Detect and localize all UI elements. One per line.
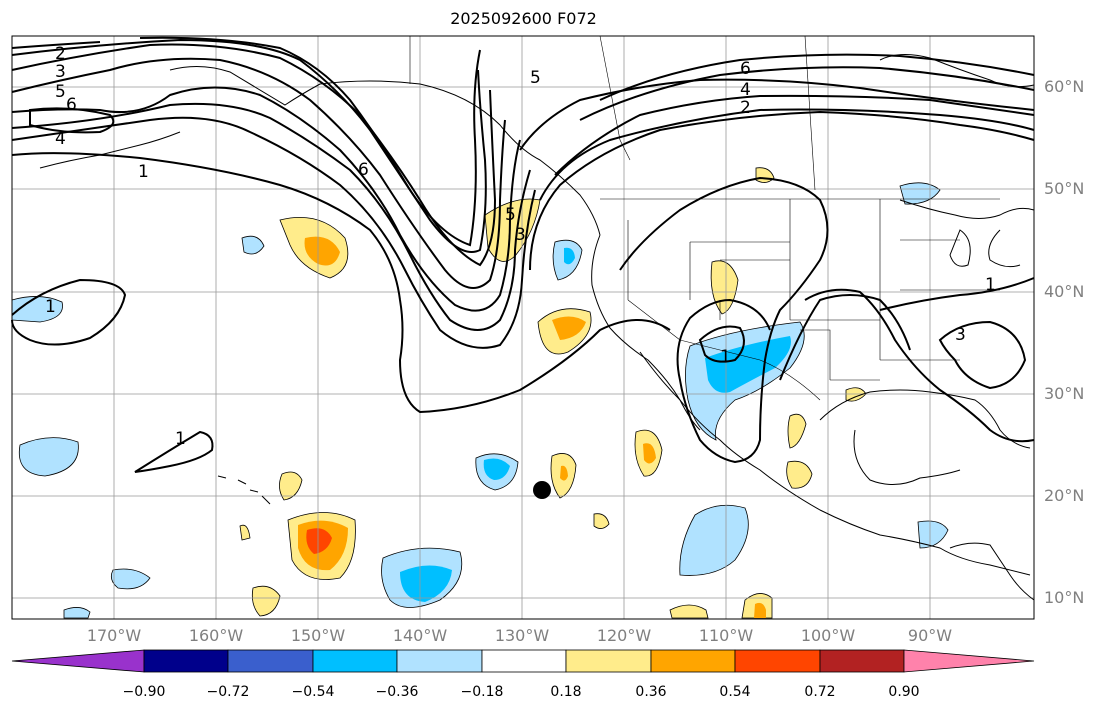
colorbar-segment (481, 649, 567, 673)
colorbar-tick: 0.18 (550, 684, 582, 700)
lon-label: 100°W (800, 626, 856, 645)
colorbar-segment (227, 649, 314, 673)
colorbar-tick: −0.54 (291, 684, 335, 700)
anomaly-pos (239, 524, 251, 541)
anomaly-neg (11, 296, 63, 323)
shaded-anomalies (11, 167, 949, 619)
contour-label: 3 (515, 225, 526, 245)
anomaly-neg (564, 247, 575, 265)
anomaly-neg (679, 504, 749, 576)
lon-label: 90°W (907, 626, 953, 645)
anomaly-pos (304, 236, 340, 266)
contour-label: 2 (740, 98, 751, 118)
lat-label: 20°N (1044, 486, 1085, 505)
anomaly-pos (593, 513, 610, 529)
contour-label: 6 (66, 95, 77, 115)
contour-label: 4 (55, 129, 66, 149)
anomaly-pos (754, 602, 766, 618)
contour-labels: 2 3 5 6 4 1 6 5 3 6 4 2 5 1 1 1 1 3 (45, 44, 996, 449)
anomaly-pos (251, 585, 281, 617)
colorbar-segment (312, 649, 398, 673)
lat-label: 30°N (1044, 384, 1085, 403)
lon-label: 130°W (494, 626, 550, 645)
contour-label: 2 (55, 44, 66, 64)
anomaly-pos (710, 260, 739, 315)
colorbar-segment (143, 649, 229, 673)
colorbar-tick: 0.54 (719, 684, 751, 700)
contour-label: 5 (55, 82, 66, 102)
contour-label: 3 (55, 62, 66, 82)
contour-label: 6 (740, 59, 751, 79)
contour-label: 1 (45, 297, 56, 317)
colorbar-tick: −0.90 (122, 684, 166, 700)
anomaly-pos (669, 604, 709, 619)
contour-label: 1 (985, 275, 996, 295)
colorbar-segment (734, 649, 821, 673)
contour-label: 5 (505, 205, 516, 225)
map-frame (11, 35, 1035, 620)
lat-label: 50°N (1044, 179, 1085, 198)
colorbar-tick: 0.36 (635, 684, 667, 700)
colorbar-tick: 0.72 (804, 684, 836, 700)
contour-label: 1 (175, 429, 186, 449)
lon-label: 140°W (392, 626, 448, 645)
lon-label: 160°W (188, 626, 244, 645)
contour-label: 3 (955, 325, 966, 345)
anomaly-neg (63, 607, 91, 619)
anomaly-pos (306, 528, 332, 554)
colorbar-tick: 0.90 (888, 684, 920, 700)
colorbar-segment (565, 649, 652, 673)
lat-lon-grid (12, 36, 1034, 619)
colorbar-segment (819, 649, 905, 673)
black-dot-marker (533, 481, 551, 499)
anomaly-neg (705, 336, 791, 393)
anomaly-neg (241, 235, 265, 255)
contour-label: 4 (740, 80, 751, 100)
contour-label: 5 (530, 68, 541, 88)
anomaly-neg (110, 568, 151, 590)
anomaly-pos (787, 413, 807, 449)
lon-label: 110°W (698, 626, 754, 645)
colorbar-tick: −0.36 (375, 684, 419, 700)
anomaly-pos (552, 316, 586, 340)
colorbar-segment (396, 649, 483, 673)
anomaly-pos (755, 167, 775, 183)
colorbar-tick: −0.18 (460, 684, 504, 700)
anomaly-pos (484, 198, 541, 262)
colorbar-segment (650, 649, 736, 673)
contour-lines (11, 36, 1035, 473)
contour-label: 6 (358, 160, 369, 180)
lon-label: 120°W (596, 626, 652, 645)
anomaly-pos (279, 471, 303, 501)
anomaly-neg (483, 458, 510, 480)
contour-label: 1 (720, 347, 731, 367)
lat-label: 60°N (1044, 77, 1085, 96)
anomaly-neg (400, 565, 452, 602)
lon-label: 150°W (290, 626, 346, 645)
colorbar-extend-left (11, 649, 145, 673)
colorbar-extend-right (903, 649, 1035, 673)
lat-label: 40°N (1044, 282, 1085, 301)
anomaly-pos (786, 460, 813, 489)
lat-label: 10°N (1044, 588, 1085, 607)
map-title: 2025092600 F072 (450, 9, 597, 28)
lon-label: 170°W (86, 626, 142, 645)
anomaly-neg (18, 437, 79, 477)
contour-label: 1 (138, 162, 149, 182)
colorbar-tick: −0.72 (206, 684, 250, 700)
anomaly-pos (560, 465, 568, 481)
anomaly-pos (643, 443, 656, 464)
anomaly-neg (899, 182, 941, 205)
coastlines (39, 54, 1035, 601)
colorbar (11, 649, 1035, 673)
